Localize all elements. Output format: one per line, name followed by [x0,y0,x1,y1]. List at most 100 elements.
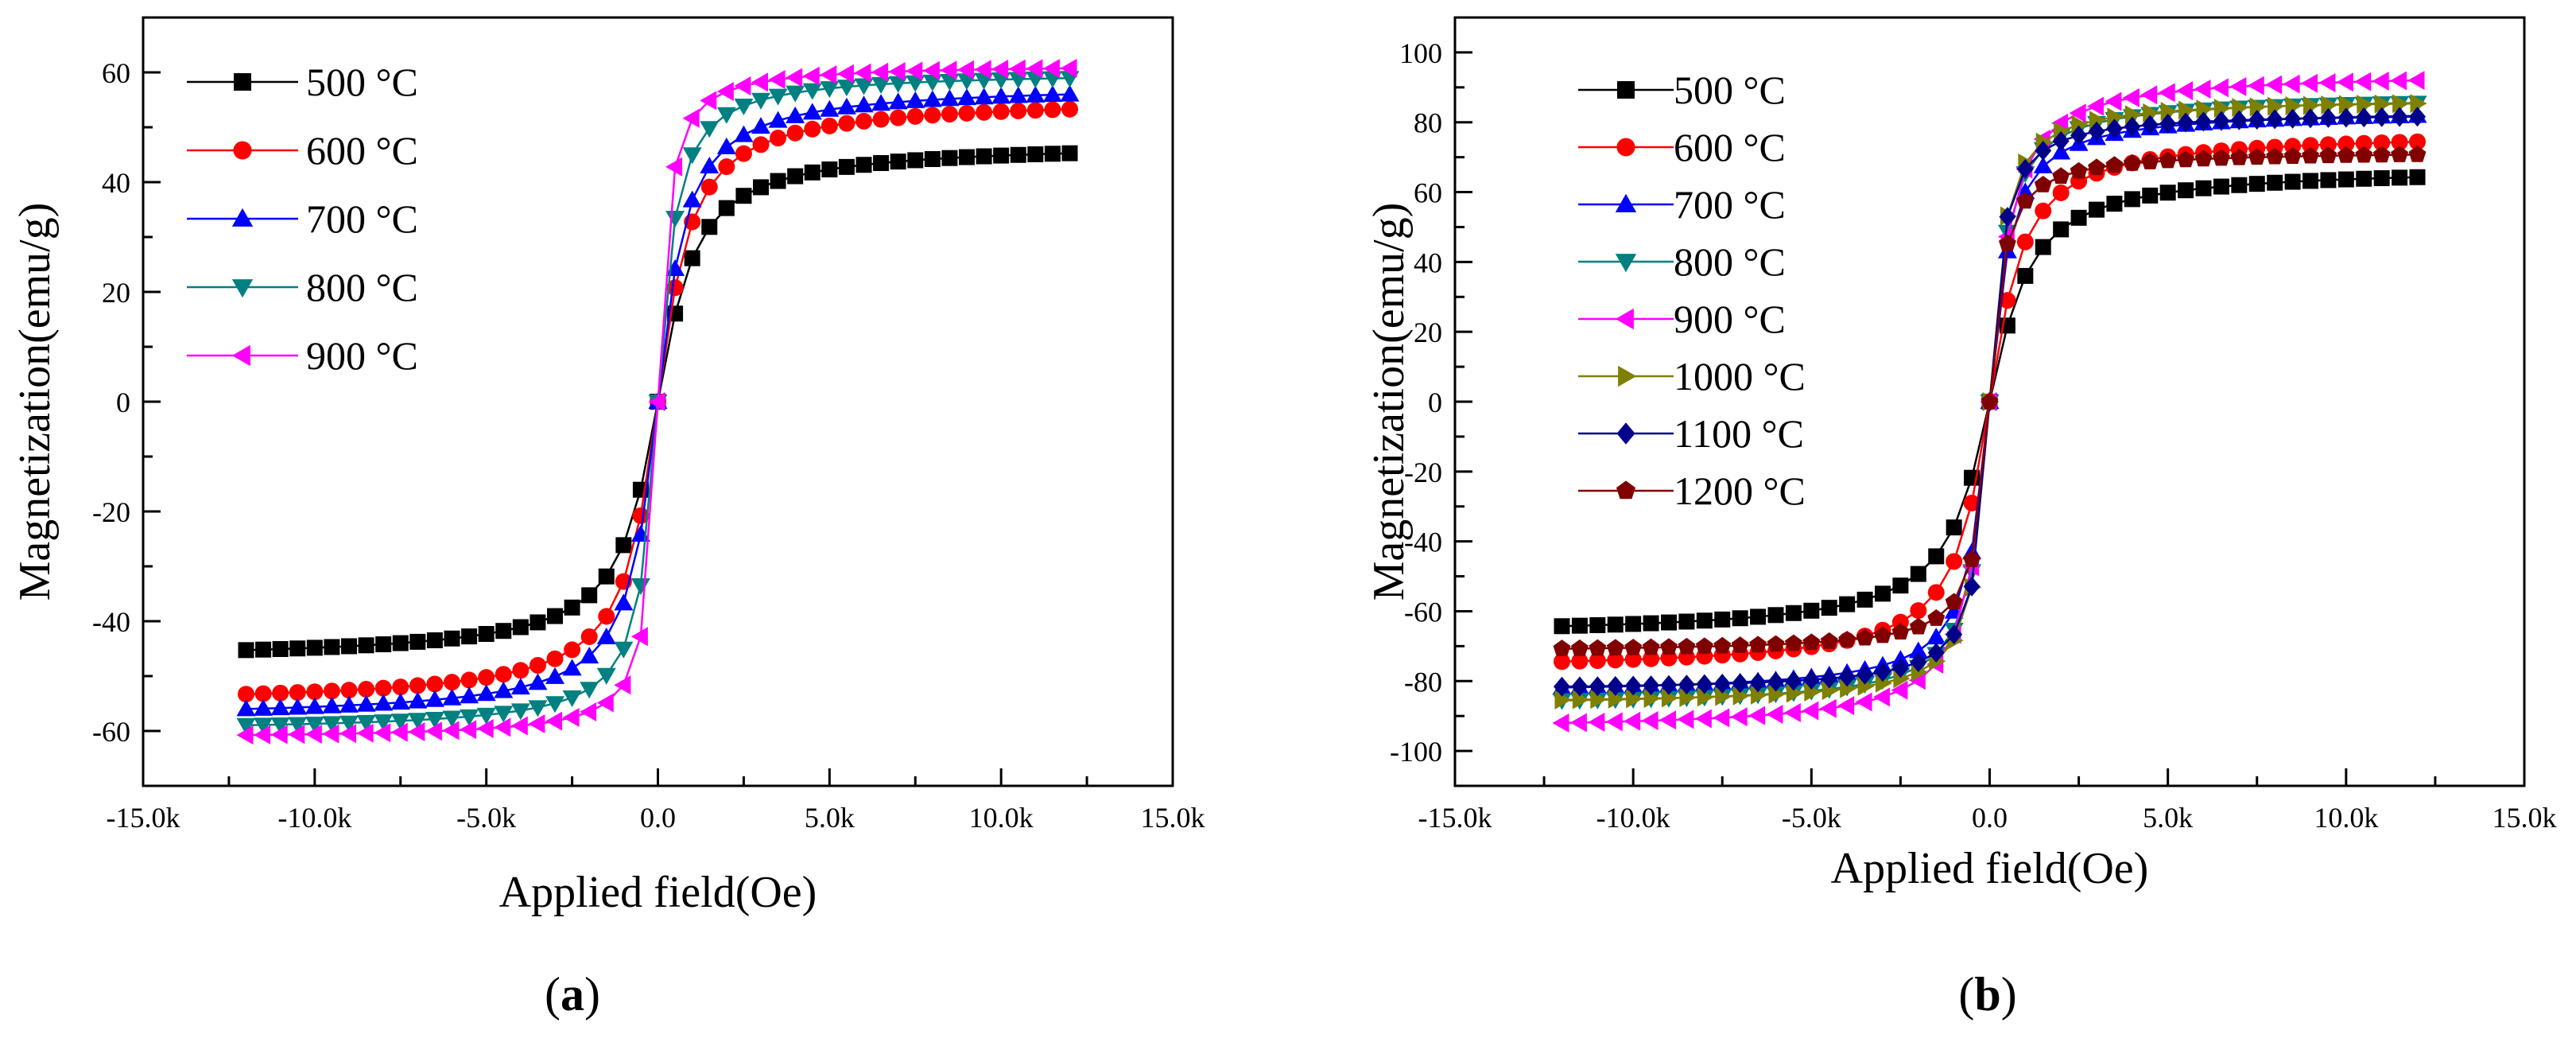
data-point [1661,614,1677,631]
data-point [375,636,392,653]
data-point [1946,553,1963,570]
data-point [510,678,530,695]
data-point [1927,643,1945,663]
data-point [734,125,754,142]
data-point [2230,148,2248,165]
data-point [306,683,324,701]
data-point [2319,136,2337,154]
data-point [2302,137,2319,154]
data-point [339,695,359,713]
data-point [2355,107,2372,128]
y-tick-label: -60 [92,716,130,748]
data-point [906,107,924,125]
series-1200-c [1553,145,2427,656]
data-point [2140,85,2158,105]
data-point [1713,708,1730,728]
data-point [2070,209,2087,226]
data-point [855,157,872,173]
data-point [1963,494,1980,511]
caption-open: ( [545,968,561,1021]
y-tick-label: 0 [116,387,130,418]
data-point [1821,600,1837,616]
data-point [2249,97,2267,117]
x-tick-label: -10.0k [1596,802,1670,834]
data-point [2015,182,2035,200]
data-point [2285,95,2302,115]
data-point [2372,146,2391,163]
data-point [888,76,908,93]
data-point [1766,704,1783,724]
data-point [1694,709,1712,729]
data-point [665,157,683,177]
y-tick-label: 60 [1414,177,1442,209]
data-point [2337,135,2355,153]
data-point [700,156,720,173]
data-point [1963,576,1980,597]
data-point [460,671,478,689]
x-tick-label: -5.0k [1782,802,1841,834]
data-point [1678,675,1695,695]
data-point [700,178,718,196]
data-point [444,674,460,691]
data-point [580,702,597,722]
data-point [1589,616,1606,633]
data-point [718,200,735,216]
data-point [666,279,684,297]
data-point [495,666,512,683]
data-point [2374,94,2392,114]
x-tick-label: 10.0k [969,802,1034,834]
data-point [2194,150,2213,167]
data-point [1571,676,1589,697]
data-point [2392,169,2408,186]
data-point [1840,678,1857,698]
data-point [444,630,460,647]
data-point [974,87,994,105]
chart-panel-b: -15.0k -10.0k -5.0k 0.0 5.0k 10.0k 15.0k -100 -8… [1364,16,2557,1021]
data-point [2051,142,2071,160]
data-point [2105,91,2122,111]
data-point [1767,671,1784,692]
legend-item: 700 °C [1578,182,1786,227]
y-tick-label: -60 [1404,596,1442,628]
data-point [1588,712,1605,732]
data-point [854,63,871,83]
x-axis-label: Applied field(Oe) [1831,844,2149,893]
data-point [306,640,323,656]
data-point [2089,201,2105,218]
data-point [2088,121,2105,142]
data-point [1643,675,1660,696]
data-point [564,599,580,616]
data-point [356,723,374,743]
data-point [580,628,598,645]
data-point [2212,149,2230,166]
data-point [2052,130,2070,151]
data-point [1607,675,1624,696]
data-point [734,76,751,96]
legend-item: 1100 °C [1578,411,1804,456]
data-point [871,62,889,82]
data-point [786,68,803,87]
y-tick-label: -20 [1404,457,1442,488]
data-point [1856,591,1873,608]
data-point [254,717,274,735]
data-point [1803,602,1820,619]
data-point [340,682,358,699]
data-point [821,161,838,178]
data-point [1785,671,1802,691]
panel-caption: (a) [545,968,600,1021]
data-point [940,60,957,80]
data-point [2320,172,2337,189]
data-point [2195,111,2212,132]
data-point [1061,145,1078,161]
data-point [976,103,993,121]
data-point [957,60,974,80]
data-point [941,150,958,166]
data-point [1908,641,1928,659]
legend-label: 500 °C [306,60,418,104]
data-point [2231,177,2248,193]
data-point [1750,608,1767,625]
data-point [770,130,787,147]
data-point [288,717,308,734]
legend-label: 600 °C [1674,125,1786,169]
data-point [510,716,528,736]
